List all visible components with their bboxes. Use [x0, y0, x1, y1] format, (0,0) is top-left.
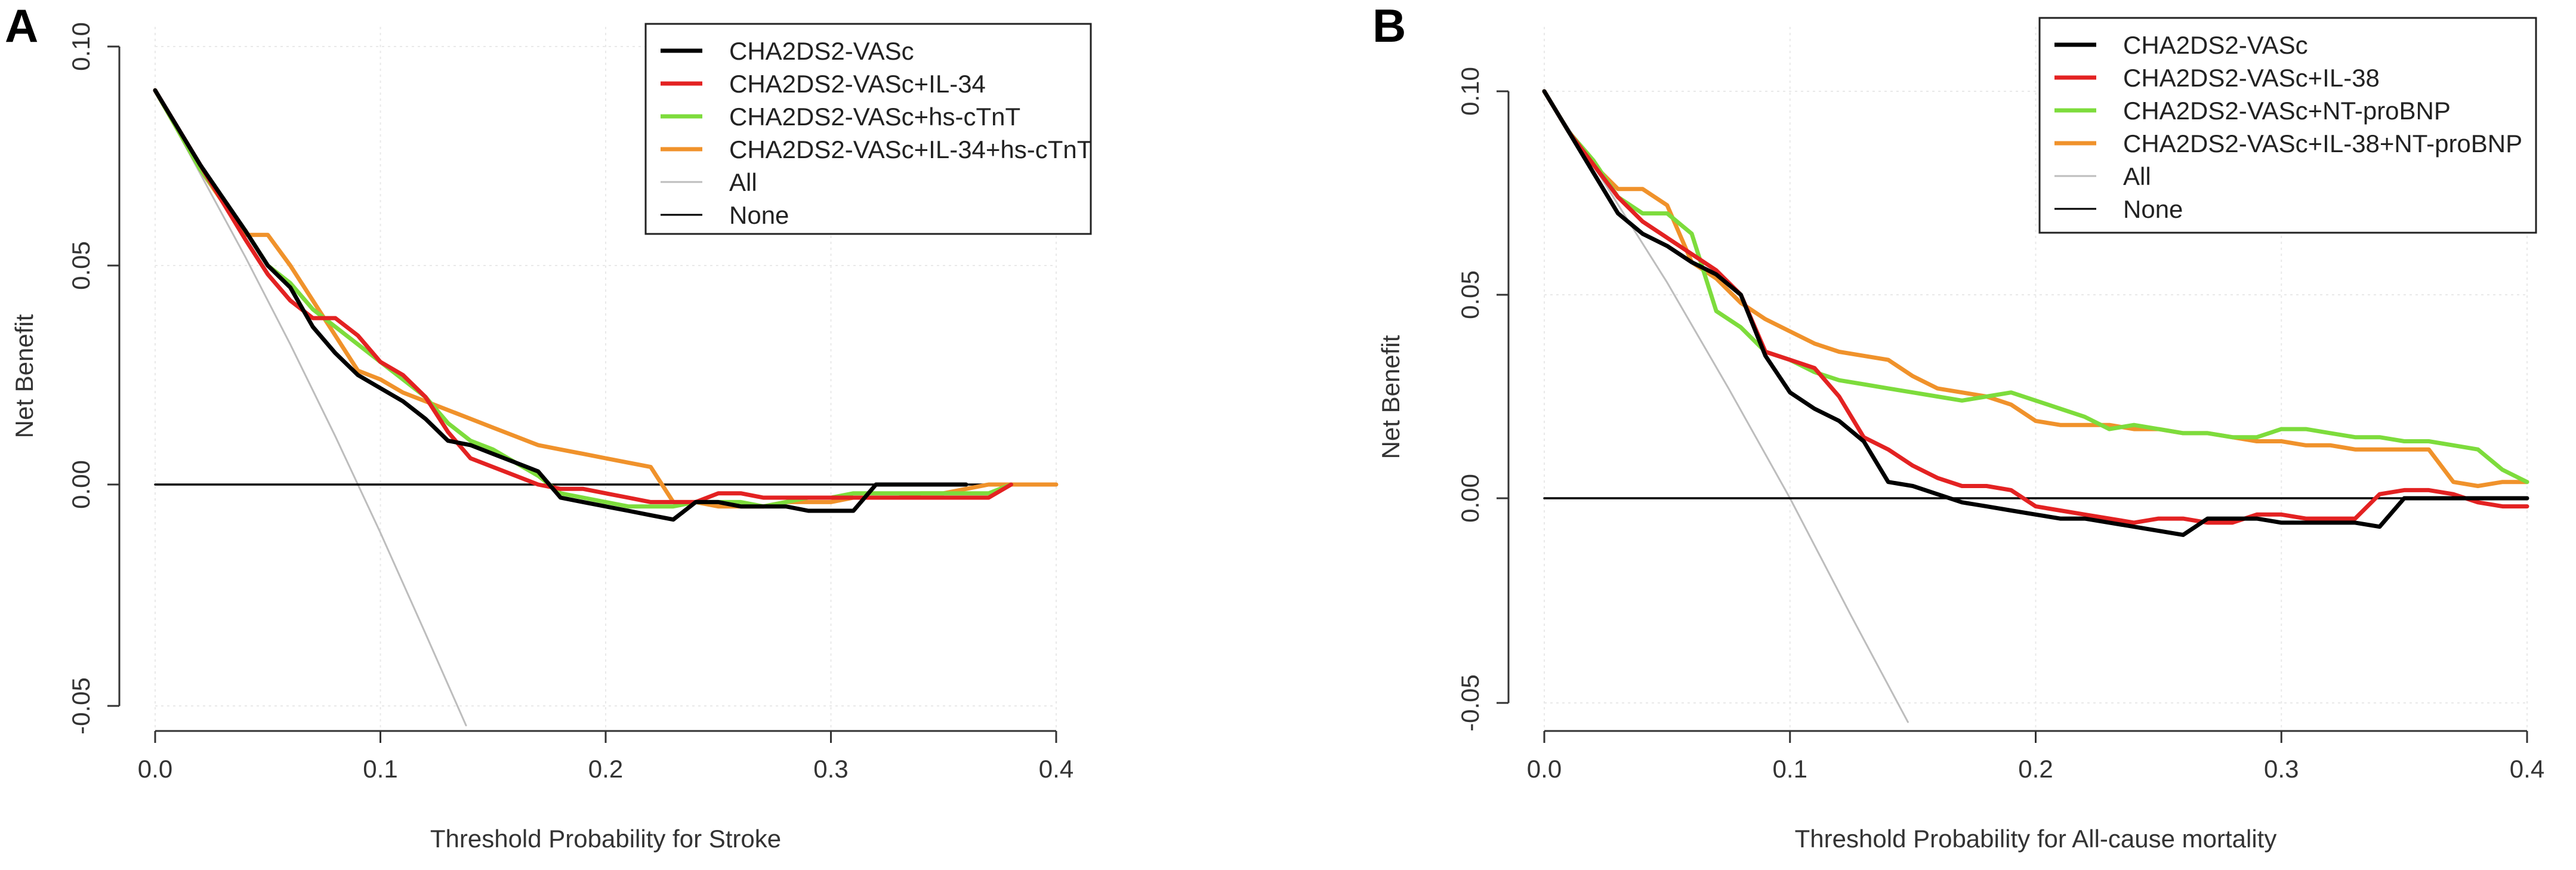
panel-a-y-ticks: 0.10 0.05 0.00 -0.05 — [67, 22, 119, 735]
panel-a: A 0.0 0.1 0.2 0.3 0.4 0.10 0.05 0.00 -0.05 Thre… — [5, 0, 1092, 853]
panel-b-legend-box — [2038, 17, 2537, 234]
panel-b-x-tick-label: 0.3 — [2264, 755, 2299, 783]
panel-b-legend: CHA2DS2-VASc CHA2DS2-VASc+IL-38 CHA2DS2-VA… — [2038, 17, 2537, 234]
panel-b-x-tick-label: 0.2 — [2018, 755, 2053, 783]
panel-b-series — [1542, 89, 2529, 723]
panel-a-legend-label-none: None — [729, 201, 789, 229]
panel-a-legend-label-cha2ds2-vasc-il-34-hs-ctnt: CHA2DS2-VASc+IL-34+hs-cTnT — [729, 135, 1092, 163]
panel-a-letter: A — [5, 0, 38, 52]
panel-b-legend-label-cha2ds2-vasc-il-38: CHA2DS2-VASc+IL-38 — [2123, 64, 2380, 92]
panel-a-x-tick-label: 0.2 — [588, 755, 623, 783]
panel-b-y-tick-label: 0.00 — [1456, 474, 1484, 523]
panel-b-y-tick-label: 0.05 — [1456, 270, 1484, 319]
panel-b-series-cha2ds2-vasc-nt-probnp — [1542, 89, 2529, 485]
panel-b-series-cha2ds2-vasc-il-38 — [1542, 89, 2529, 525]
panel-b-y-tick-label: -0.05 — [1456, 674, 1484, 732]
panel-a-x-tick-label: 0.3 — [813, 755, 848, 783]
panel-a-series-cha2ds2-vasc-hs-ctnt — [153, 88, 1013, 509]
panel-a-x-axis-title: Threshold Probability for Stroke — [430, 825, 781, 853]
panel-a-series-cha2ds2-vasc — [153, 88, 968, 522]
panel-a-y-tick-label: 0.05 — [67, 241, 95, 290]
panel-b-series-cha2ds2-vasc-il-38-nt-probnp — [1542, 89, 2529, 488]
panel-b-legend-label-cha2ds2-vasc: CHA2DS2-VASc — [2123, 31, 2308, 59]
panel-b-legend-label-none: None — [2123, 195, 2183, 223]
panel-a-series — [153, 88, 1059, 727]
panel-a-series-all — [154, 89, 467, 727]
panel-b-legend-label-cha2ds2-vasc-il-38-nt-probnp: CHA2DS2-VASc+IL-38+NT-proBNP — [2123, 129, 2522, 158]
panel-a-y-tick-label: 0.00 — [67, 460, 95, 509]
panel-b: B 0.0 0.1 0.2 0.3 0.4 0.10 0.05 0.00 -0.05 Thre… — [1372, 0, 2544, 853]
panel-b-y-axis-title: Net Benefit — [1377, 335, 1405, 459]
panel-a-legend-label-cha2ds2-vasc: CHA2DS2-VASc — [729, 37, 914, 65]
panel-a-y-axis-title: Net Benefit — [10, 314, 38, 438]
panel-a-legend-label-cha2ds2-vasc-il-34: CHA2DS2-VASc+IL-34 — [729, 70, 986, 98]
panel-a-legend-label-all: All — [729, 168, 757, 196]
panel-a-y-tick-label: -0.05 — [67, 677, 95, 735]
panel-a-legend-label-cha2ds2-vasc-hs-ctnt: CHA2DS2-VASc+hs-cTnT — [729, 103, 1020, 131]
panel-b-letter: B — [1372, 0, 1406, 52]
panel-b-y-ticks: 0.10 0.05 0.00 -0.05 — [1456, 67, 1508, 732]
panel-a-series-cha2ds2-vasc-il-34 — [153, 88, 1013, 504]
panel-b-x-tick-label: 0.0 — [1527, 755, 1562, 783]
panel-a-x-ticks: 0.0 0.1 0.2 0.3 0.4 — [138, 731, 1073, 783]
panel-a-legend: CHA2DS2-VASc CHA2DS2-VASc+IL-34 CHA2DS2-VA… — [644, 23, 1092, 235]
panel-a-legend-box — [644, 23, 1092, 235]
panel-b-series-cha2ds2-vasc — [1542, 89, 2529, 537]
panel-a-y-tick-label: 0.10 — [67, 22, 95, 71]
panel-a-x-tick-label: 0.1 — [363, 755, 397, 783]
panel-b-y-tick-label: 0.10 — [1456, 67, 1484, 116]
panel-b-series-all — [1543, 90, 1909, 723]
panel-a-axes: 0.0 0.1 0.2 0.3 0.4 0.10 0.05 0.00 -0.05 — [67, 22, 1073, 783]
panel-b-x-tick-label: 0.1 — [1773, 755, 1807, 783]
panel-a-x-tick-label: 0.4 — [1039, 755, 1073, 783]
panel-b-x-ticks: 0.0 0.1 0.2 0.3 0.4 — [1527, 731, 2544, 783]
panel-b-legend-label-cha2ds2-vasc-nt-probnp: CHA2DS2-VASc+NT-proBNP — [2123, 97, 2451, 125]
panel-b-x-axis-title: Threshold Probability for All-cause mort… — [1795, 825, 2277, 853]
panel-a-x-tick-label: 0.0 — [138, 755, 172, 783]
panel-b-x-tick-label: 0.4 — [2510, 755, 2544, 783]
panel-b-legend-label-all: All — [2123, 162, 2151, 190]
panel-b-axes: 0.0 0.1 0.2 0.3 0.4 0.10 0.05 0.00 -0.05 — [1456, 67, 2544, 783]
panel-b-grid — [1544, 27, 2528, 731]
